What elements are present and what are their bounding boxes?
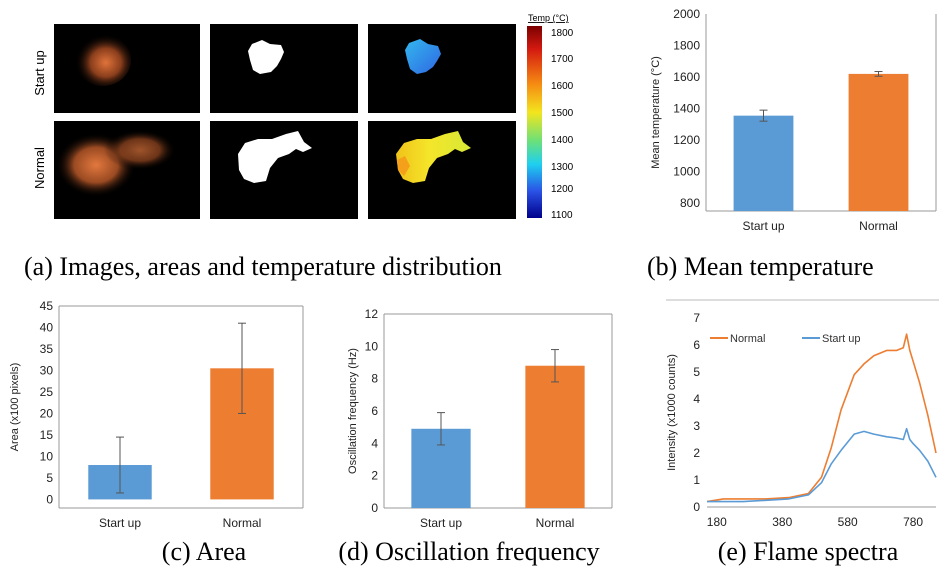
colorbar [527,26,542,218]
chart-flame-spectra: 0 1 2 3 4 5 6 7 180 380 580 780 Intensity (x1000 cou… [666,299,939,529]
x-tick-label: 380 [772,515,792,529]
legend-label: Start up [822,333,861,345]
y-tick-label: 10 [40,449,54,463]
y-tick-label: 2000 [673,7,700,21]
y-tick-label: 25 [40,385,54,399]
y-tick-label: 3 [693,419,700,433]
x-tick-label: Normal [223,516,262,530]
y-tick-label: 6 [693,338,700,352]
x-tick-label: 580 [838,515,858,529]
colorbar-tick: 1800 [551,28,574,39]
colorbar-tick: 1200 [551,184,574,195]
y-tick-label: 15 [40,428,54,442]
row-label-normal: Normal [32,147,47,189]
y-tick-label: 4 [693,392,700,406]
panel-a: Start up Normal [32,13,574,221]
image-start-up-temperature [368,24,516,113]
y-tick-label: 20 [40,406,54,420]
y-axis-label: Oscillation frequency (Hz) [347,348,359,474]
y-tick-label: 800 [680,196,700,210]
y-tick-label: 2 [371,469,378,483]
y-axis-label: Area (x100 pixels) [9,363,21,452]
y-tick-label: 30 [40,363,54,377]
caption-c: (c) Area [162,537,247,566]
y-tick-label: 5 [46,471,53,485]
y-tick-label: 7 [693,311,700,325]
chart-oscillation-frequency: 0 2 4 6 8 10 12 Oscillation frequency (Hz) Start… [347,307,613,530]
caption-e: (e) Flame spectra [718,537,899,566]
caption-d: (d) Oscillation frequency [338,537,599,566]
y-tick-label: 2 [693,446,700,460]
y-tick-label: 0 [371,501,378,515]
y-tick-label: 1200 [673,133,700,147]
y-tick-label: 1600 [673,70,700,84]
colorbar-tick: 1100 [551,210,573,221]
bar-normal [525,365,585,508]
y-tick-label: 1400 [673,102,700,116]
colorbar-title: Temp (°C) [528,13,569,23]
caption-b: (b) Mean temperature [647,252,874,281]
captions: (a) Images, areas and temperature distri… [24,252,899,566]
x-tick-label: Start up [420,516,462,530]
y-tick-label: 40 [40,320,54,334]
colorbar-tick: 1700 [551,54,574,65]
colorbar-tick: 1300 [551,162,574,173]
bar-normal [848,73,909,211]
y-tick-label: 35 [40,342,54,356]
y-tick-label: 1800 [673,39,700,53]
x-tick-label: Start up [99,516,141,530]
y-tick-label: 10 [365,339,379,353]
y-tick-label: 4 [371,436,378,450]
x-tick-label: Normal [536,516,575,530]
x-tick-label: Normal [859,219,898,233]
image-start-up-raw [54,24,200,113]
image-normal-temperature [368,121,516,219]
bar-start-up [733,115,794,211]
caption-a: (a) Images, areas and temperature distri… [24,252,502,281]
y-tick-label: 12 [365,307,379,321]
image-normal-raw [54,121,200,219]
image-normal-area [210,121,358,219]
y-tick-label: 0 [46,492,53,506]
y-tick-label: 6 [371,404,378,418]
row-label-start-up: Start up [32,50,47,96]
y-tick-label: 1000 [673,165,700,179]
colorbar-ticks: 1800 1700 1600 1500 1400 1300 1200 1100 [551,28,574,221]
y-tick-label: 5 [693,365,700,379]
y-tick-label: 0 [693,500,700,514]
y-tick-label: 1 [693,473,700,487]
x-tick-label: 780 [903,515,923,529]
y-axis-label: Mean temperature (°C) [650,56,662,169]
chart-area: 0 5 10 15 20 25 30 35 40 45 Area (x100 pixels) Star… [9,299,304,530]
y-axis-label: Intensity (x1000 counts) [666,354,678,471]
colorbar-tick: 1500 [551,108,574,119]
legend-label: Normal [730,333,765,345]
colorbar-tick: 1600 [551,81,574,92]
x-tick-label: 180 [707,515,727,529]
chart-mean-temperature: 800 1000 1200 1400 1600 1800 2000 Mean temperat… [650,7,937,233]
image-start-up-area [210,24,358,113]
y-tick-label: 8 [371,372,378,386]
x-tick-label: Start up [742,219,784,233]
colorbar-tick: 1400 [551,135,574,146]
y-tick-label: 45 [40,299,54,313]
series-line-start-up [707,427,937,503]
series-line-normal [706,333,937,503]
